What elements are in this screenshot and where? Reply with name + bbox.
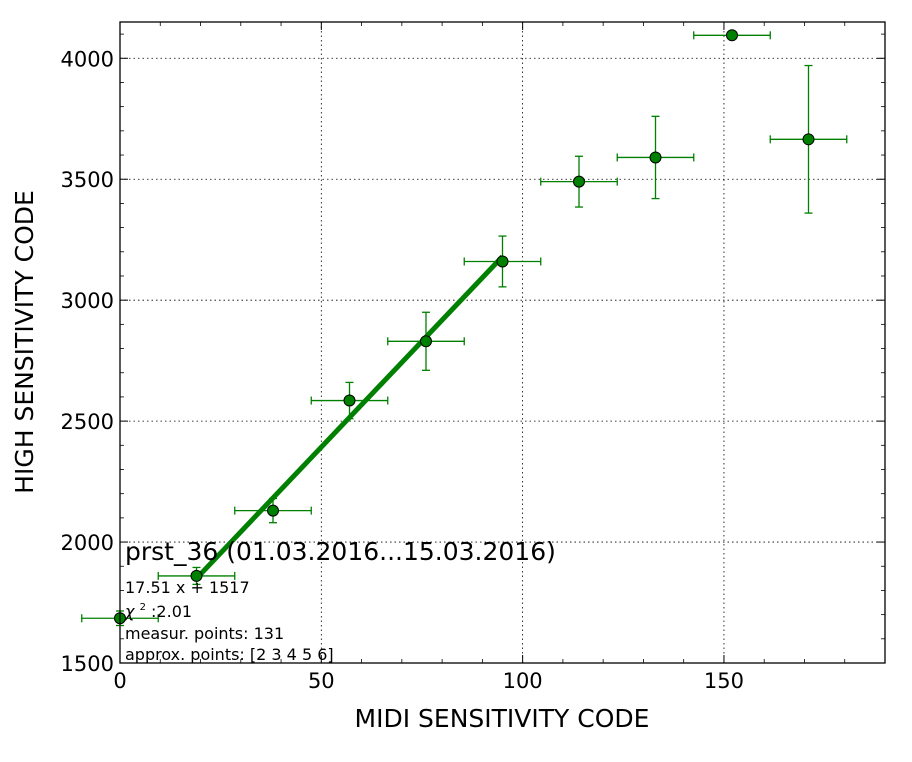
data-point (267, 504, 279, 517)
data-point (726, 29, 738, 42)
x-tick-label: 50 (308, 669, 335, 693)
y-tick-label: 1500 (61, 652, 114, 676)
x-axis-label: MIDI SENSITIVITY CODE (355, 704, 650, 733)
annotation-measur-points: measur. points: 131 (125, 624, 284, 643)
data-points (114, 29, 815, 625)
data-point (343, 394, 356, 407)
major-ticks (119, 22, 885, 664)
chi2-value: :2.01 (151, 602, 192, 621)
data-point (496, 255, 509, 268)
x-tick-label: 0 (113, 669, 126, 693)
grid-lines (119, 22, 885, 664)
plot-background (120, 22, 885, 663)
chi2-superscript: 2 (140, 602, 146, 613)
data-point (573, 175, 585, 188)
tick-labels: 0 50 100 150 1500 2000 2500 3000 3500 4000 (61, 47, 744, 693)
annotation-chi2: χ 2 :2.01 (124, 595, 192, 621)
chi2-symbol: χ (124, 602, 135, 621)
data-point (420, 335, 432, 348)
x-tick-label: 150 (704, 669, 744, 693)
x-tick-label: 100 (503, 669, 543, 693)
y-axis-label: HIGH SENSITIVITY CODE (10, 190, 39, 494)
annotation-approx-points: approx. points: [2 3 4 5 6] (125, 645, 334, 664)
plot-frame (119, 21, 886, 664)
annotation-title: prst_36 (01.03.2016...15.03.2016) (125, 537, 556, 566)
y-tick-label: 2000 (61, 531, 114, 555)
data-point (802, 133, 815, 146)
y-tick-label: 4000 (61, 47, 114, 71)
y-tick-label: 3500 (61, 168, 114, 192)
data-point (190, 569, 203, 582)
y-tick-label: 3000 (61, 289, 114, 313)
annotation-equation: 17.51 x + 1517 (125, 578, 250, 597)
data-point (649, 151, 662, 164)
y-tick-label: 2500 (61, 410, 114, 434)
